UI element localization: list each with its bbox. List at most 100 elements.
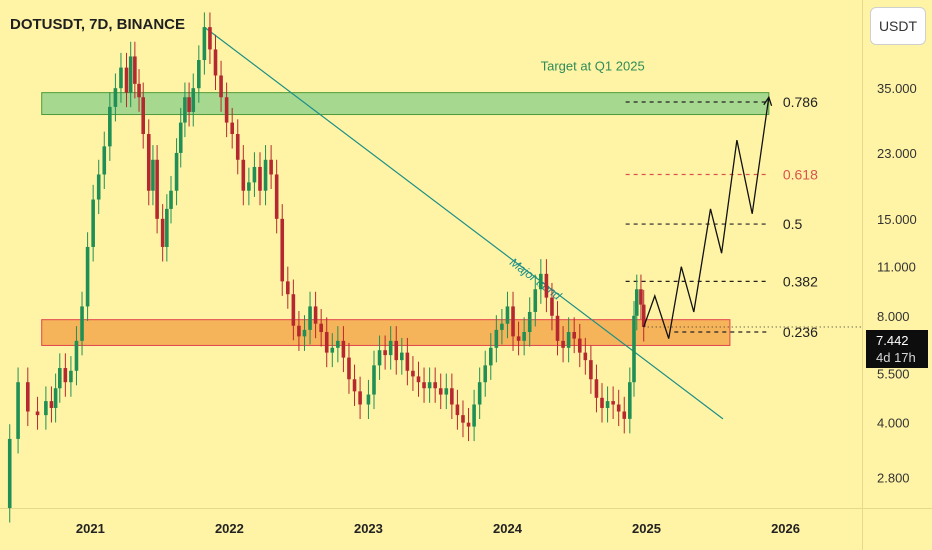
- candle-body: [7, 438, 12, 508]
- candle-body: [74, 340, 79, 371]
- fib-level-label-1: 0.618: [783, 166, 818, 182]
- candle-body: [433, 382, 437, 389]
- candle-body: [505, 306, 510, 324]
- fib-level-label-3: 0.382: [783, 273, 818, 289]
- candle-body: [555, 315, 560, 341]
- candle-body: [455, 404, 460, 416]
- candle-body: [550, 297, 554, 316]
- y-tick-label: 4.000: [877, 416, 910, 431]
- candle-body: [108, 106, 112, 147]
- target-zone-label: Target at Q1 2025: [541, 59, 645, 74]
- candle-body: [632, 315, 636, 383]
- candle-body: [461, 415, 465, 423]
- fib-level-label-0: 0.786: [783, 94, 818, 110]
- candle-body: [405, 352, 410, 371]
- candle-body: [330, 347, 335, 353]
- candle-body: [583, 352, 588, 361]
- candle-body: [611, 401, 615, 405]
- x-tick-label: 2022: [215, 521, 244, 536]
- y-tick-label: 2.800: [877, 471, 910, 486]
- candle-body: [96, 174, 101, 200]
- candle-body: [178, 122, 183, 153]
- candle-body: [35, 411, 40, 416]
- candle-body: [622, 411, 627, 419]
- candle-body: [388, 340, 393, 356]
- candle-body: [128, 56, 133, 93]
- y-tick-label: 35.000: [877, 81, 917, 96]
- candle-body: [372, 365, 376, 395]
- candle-body: [352, 379, 357, 392]
- candle-body: [572, 332, 577, 339]
- candle-body: [639, 289, 643, 305]
- candle-body: [160, 218, 165, 247]
- candle-body: [137, 83, 141, 98]
- candle-body: [616, 404, 621, 412]
- candle-body: [600, 397, 604, 408]
- price-axis-panel[interactable]: [862, 0, 932, 550]
- candle-body: [533, 289, 538, 312]
- candle-body: [324, 332, 329, 353]
- candle-body: [577, 338, 582, 353]
- candle-body: [252, 166, 257, 183]
- target-zone: [41, 92, 770, 116]
- candle-body: [416, 376, 421, 383]
- candle-body: [113, 88, 118, 107]
- candle-body: [366, 394, 371, 405]
- candle-body: [91, 199, 95, 247]
- candle-body: [628, 382, 632, 419]
- major-trend-line: [204, 26, 724, 420]
- candle-body: [522, 332, 526, 341]
- candle-body: [124, 67, 129, 93]
- candle-body: [561, 340, 565, 348]
- candle-body: [516, 336, 521, 341]
- candle-body: [57, 368, 62, 389]
- candle-body: [191, 88, 196, 112]
- candle-body: [69, 370, 73, 383]
- candle-body: [589, 360, 593, 380]
- candle-body: [146, 134, 151, 191]
- candle-body: [313, 306, 318, 324]
- x-tick-label: 2025: [632, 521, 661, 536]
- candle-body: [274, 174, 279, 219]
- candle-body: [544, 273, 549, 298]
- candle-body: [319, 323, 323, 333]
- candle-body: [477, 382, 482, 405]
- candle-body: [488, 347, 493, 366]
- candle-body: [102, 146, 107, 175]
- candle-body: [165, 208, 169, 247]
- candle-body: [641, 304, 646, 327]
- candle-body: [80, 306, 84, 341]
- candle-body: [291, 294, 296, 326]
- candle-body: [224, 97, 229, 123]
- candle-body: [605, 401, 610, 408]
- fib-level-label-2: 0.5: [783, 216, 803, 232]
- candle-body: [241, 159, 246, 191]
- candle-body: [472, 404, 476, 427]
- candle-body: [444, 388, 449, 395]
- candle-body: [341, 340, 346, 358]
- candle-body: [394, 340, 399, 361]
- candle-body: [297, 325, 301, 337]
- candle-body: [63, 368, 68, 383]
- x-tick-label: 2021: [76, 521, 105, 536]
- candle-body: [247, 182, 251, 191]
- x-tick-label: 2026: [771, 521, 800, 536]
- fib-level-label-4: 0.236: [783, 324, 818, 340]
- candle-body: [263, 159, 268, 191]
- candle-body: [183, 97, 187, 123]
- x-tick-label: 2023: [354, 521, 383, 536]
- x-tick-label: 2024: [493, 521, 523, 536]
- currency-button[interactable]: USDT: [870, 7, 926, 45]
- current-price-tag: 7.442 4d 17h: [866, 330, 928, 368]
- candle-body: [280, 218, 285, 282]
- candle-body: [285, 281, 290, 295]
- candle-body: [49, 401, 54, 408]
- candle-body: [187, 97, 191, 112]
- candle-body: [258, 166, 262, 191]
- candle-body: [219, 75, 223, 98]
- candle-body: [347, 357, 351, 380]
- candle-body: [202, 27, 207, 61]
- candle-body: [438, 388, 443, 395]
